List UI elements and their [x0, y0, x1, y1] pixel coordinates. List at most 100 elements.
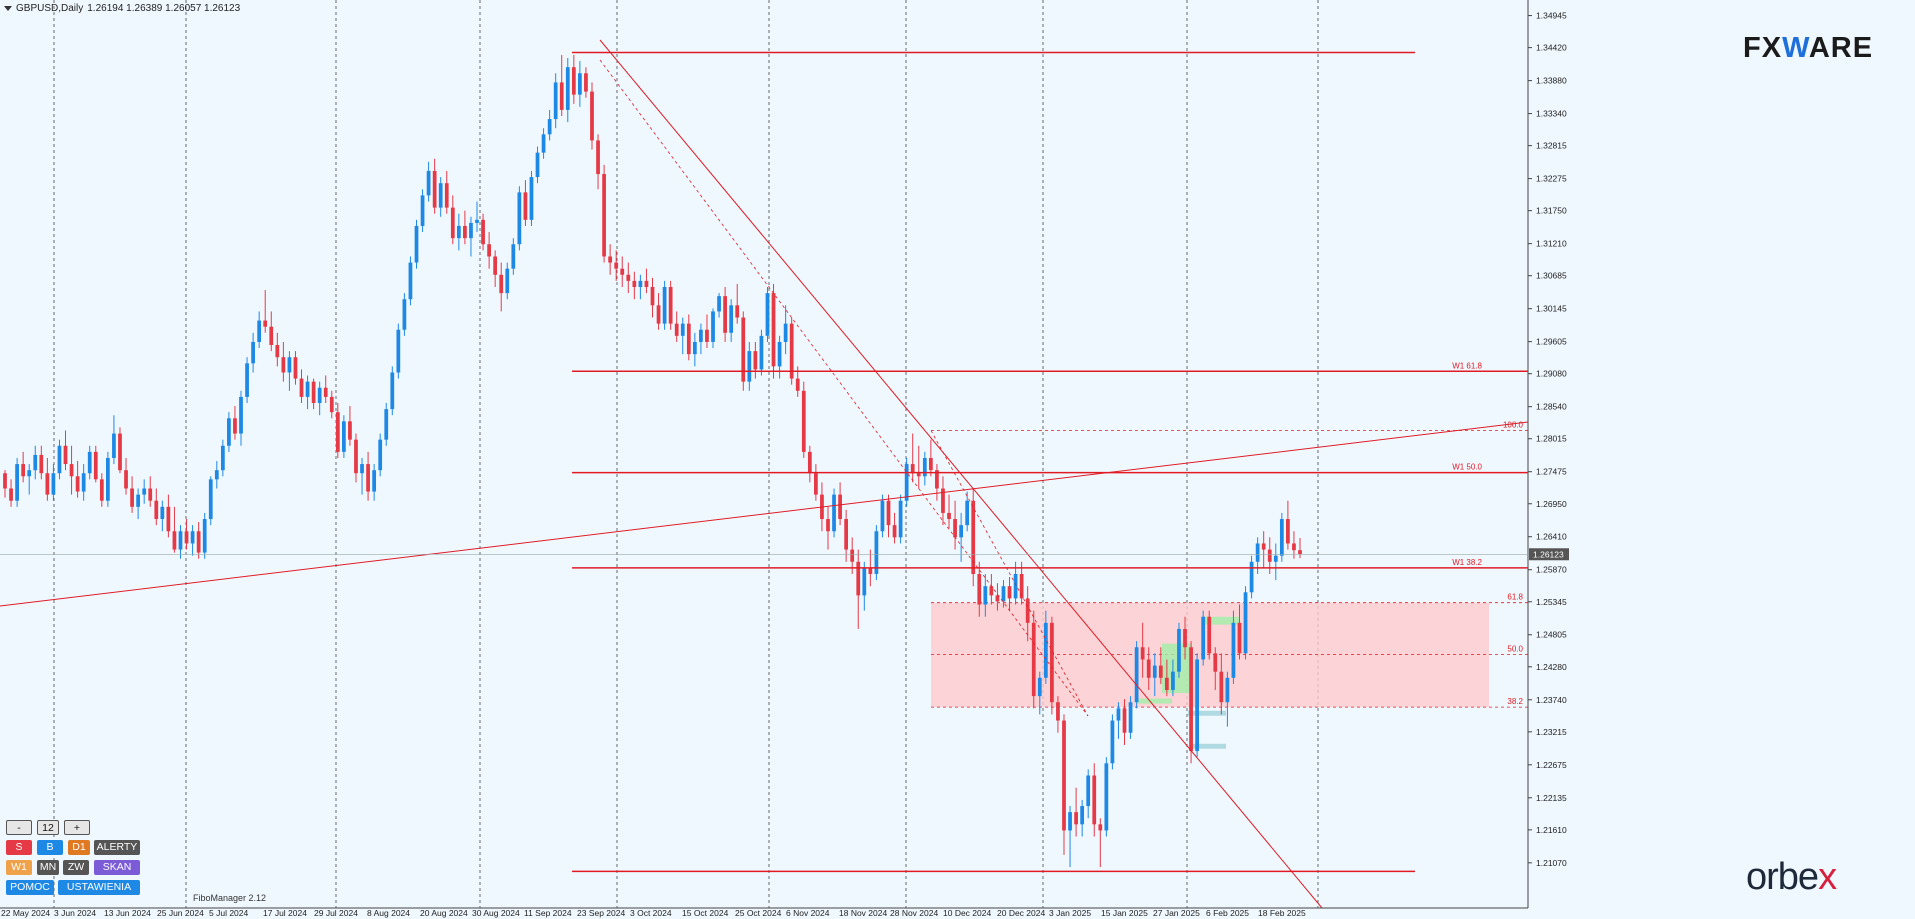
candle-body: [1050, 622, 1054, 703]
candle: [862, 561, 867, 611]
candle: [553, 73, 558, 129]
candle: [959, 512, 963, 562]
date-label: 6 Nov 2024: [786, 908, 830, 918]
period-number[interactable]: 12: [37, 820, 59, 835]
candle: [1261, 531, 1266, 568]
candle-body: [287, 357, 292, 373]
candle: [571, 54, 576, 104]
candle-body: [1279, 519, 1284, 556]
buy-button[interactable]: B: [37, 840, 63, 855]
price-tick-label: 1.34945: [1536, 11, 1567, 21]
candle: [904, 457, 909, 507]
candle: [27, 464, 32, 495]
date-label: 28 Nov 2024: [890, 908, 938, 918]
candle-body: [626, 274, 631, 281]
candle-body: [1286, 519, 1290, 544]
date-label: 29 Jul 2024: [314, 908, 358, 918]
candle-body: [656, 305, 661, 324]
minus-button[interactable]: -: [6, 820, 32, 835]
candle-body: [360, 464, 364, 474]
date-label: 18 Nov 2024: [839, 908, 887, 918]
candle: [517, 186, 522, 251]
candle-body: [1243, 592, 1248, 654]
candle: [432, 158, 437, 214]
candle: [608, 244, 613, 275]
green-zone: [1136, 698, 1172, 704]
candle: [426, 161, 431, 202]
candle: [378, 433, 383, 477]
candle-body: [596, 140, 600, 175]
candle-body: [862, 567, 867, 596]
candle-body: [1213, 653, 1218, 672]
orbex-logo: orbex: [1746, 856, 1837, 898]
sell-button[interactable]: S: [6, 840, 32, 855]
candle-body: [208, 479, 213, 520]
candle: [935, 464, 939, 501]
candle: [390, 366, 395, 416]
dropdown-triangle-icon[interactable]: [4, 6, 12, 11]
price-tick-label: 1.26410: [1536, 532, 1567, 542]
candle-body: [759, 335, 764, 370]
candle-body: [910, 464, 915, 474]
help-button[interactable]: POMOC: [6, 880, 54, 895]
scan-button[interactable]: SKAN: [94, 860, 140, 875]
candle: [1158, 647, 1163, 684]
candle-body: [983, 586, 988, 605]
candle-body: [438, 183, 443, 208]
candle-body: [947, 512, 951, 520]
plus-button[interactable]: +: [64, 820, 90, 835]
candle: [699, 323, 703, 355]
current-price-label: 1.26123: [1533, 549, 1564, 559]
price-tick-label: 1.34420: [1536, 43, 1567, 53]
alerts-button[interactable]: ALERTY: [94, 840, 140, 855]
candle: [578, 61, 582, 107]
candle-body: [118, 433, 122, 471]
price-tick-label: 1.24805: [1536, 630, 1567, 640]
candle: [172, 506, 177, 553]
candle-body: [741, 317, 746, 382]
candle-body: [45, 473, 50, 495]
candle-body: [87, 451, 92, 474]
candle: [1164, 659, 1169, 697]
level-label: W1 61.8: [1452, 361, 1482, 370]
candle: [565, 58, 570, 123]
candles: [3, 54, 1302, 868]
candle: [305, 375, 310, 410]
candle: [366, 451, 370, 501]
candle-body: [735, 305, 740, 318]
timeframe-w1-button[interactable]: W1: [6, 860, 32, 875]
timeframe-mn-button[interactable]: MN: [37, 860, 59, 875]
candle: [759, 329, 764, 376]
candle-body: [408, 262, 413, 300]
price-tick-label: 1.31210: [1536, 239, 1567, 249]
candle-body: [856, 561, 861, 596]
chart-title-bar[interactable]: GBPUSD,Daily 1.26194 1.26389 1.26057 1.2…: [4, 3, 240, 14]
candle: [342, 415, 346, 458]
candle: [535, 146, 540, 184]
candle-body: [1201, 616, 1206, 660]
zw-button[interactable]: ZW: [63, 860, 89, 875]
price-tick-label: 1.22135: [1536, 793, 1567, 803]
ohlc-values: 1.26194 1.26389 1.26057 1.26123: [87, 3, 241, 14]
candle-body: [63, 445, 68, 465]
date-label: 30 Aug 2024: [472, 908, 520, 918]
date-label: 13 Jun 2024: [104, 908, 151, 918]
candle: [487, 232, 491, 269]
candle-body: [281, 357, 286, 373]
candle-body: [1031, 622, 1036, 697]
candle: [971, 488, 976, 587]
settings-button[interactable]: USTAWIENIA: [58, 880, 140, 895]
candle: [1025, 586, 1030, 642]
candle-body: [342, 421, 346, 452]
candle: [523, 180, 528, 226]
candle-body: [571, 67, 576, 95]
candle-body: [1025, 598, 1030, 623]
candle-body: [1273, 555, 1278, 562]
candle: [463, 210, 467, 245]
candle: [293, 351, 298, 385]
candle: [239, 390, 243, 446]
price-tick-label: 1.24280: [1536, 662, 1567, 672]
timeframe-d1-button[interactable]: D1: [68, 840, 90, 855]
candle: [1116, 702, 1121, 739]
